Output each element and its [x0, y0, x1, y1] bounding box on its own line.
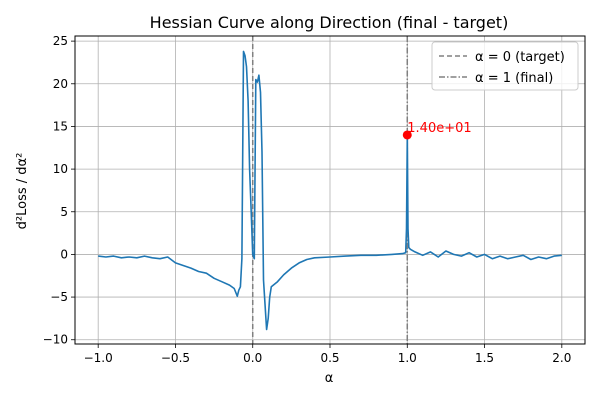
y-tick-label: 10	[53, 162, 68, 176]
legend-box	[431, 41, 579, 91]
y-tick-label: 0	[60, 247, 68, 261]
y-tick-label: −5	[50, 290, 68, 304]
x-tick-label: 1.5	[475, 351, 494, 365]
y-tick-label: 15	[53, 119, 68, 133]
y-tick-label: 20	[53, 77, 68, 91]
y-tick-label: 5	[60, 205, 68, 219]
marker-label: 1.40e+01	[407, 121, 471, 136]
plot-area: 1.40e+01	[98, 36, 562, 344]
x-axis-ticks: −1.0 −0.5 0.0 0.5 1.0 1.5 2.0	[84, 344, 571, 365]
legend-label-target: α = 0 (target)	[475, 50, 565, 65]
marker-point	[402, 130, 412, 140]
series-line	[98, 50, 562, 331]
chart-title: Hessian Curve along Direction (final - t…	[150, 13, 509, 32]
x-tick-label: 0.5	[320, 351, 339, 365]
x-tick-label: −0.5	[161, 351, 190, 365]
y-tick-label: 25	[53, 34, 68, 48]
x-tick-label: −1.0	[84, 351, 113, 365]
y-axis-label: d²Loss / dα²	[15, 153, 30, 230]
y-axis-ticks: −10 −5 0 5 10 15 20 25	[43, 34, 75, 347]
x-tick-label: 2.0	[552, 351, 571, 365]
x-tick-label: 1.0	[398, 351, 417, 365]
legend-label-final: α = 1 (final)	[475, 71, 553, 86]
y-tick-label: −10	[43, 333, 68, 347]
x-axis-label: α	[325, 371, 334, 386]
legend: α = 0 (target) α = 1 (final)	[431, 41, 579, 91]
x-tick-label: 0.0	[243, 351, 262, 365]
